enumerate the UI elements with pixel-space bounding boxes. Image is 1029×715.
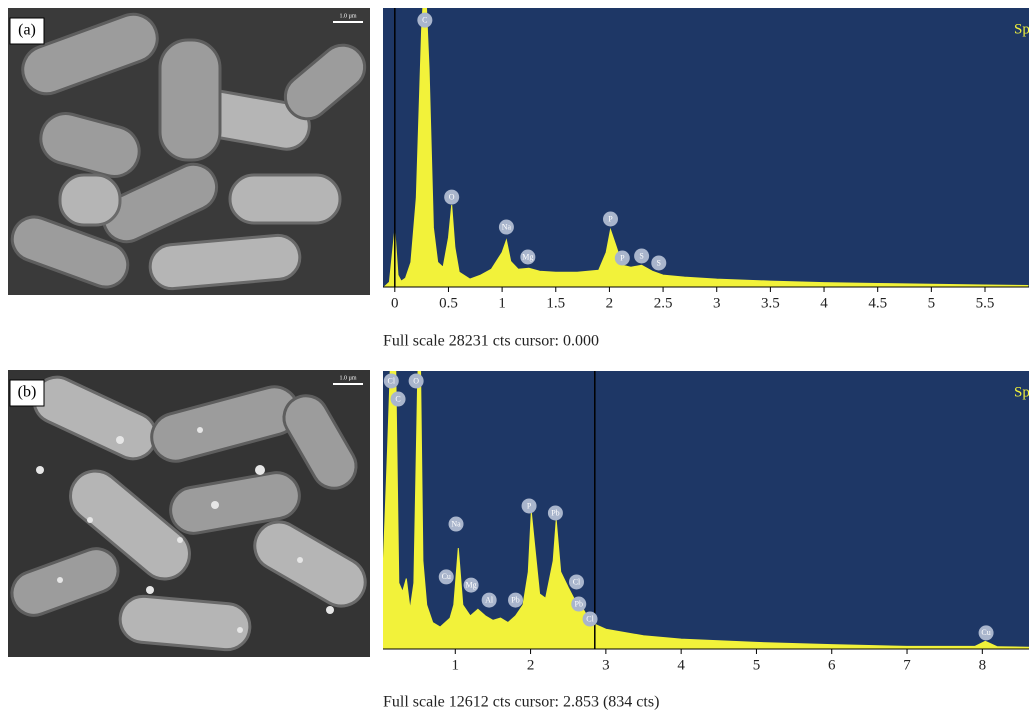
spectrum	[383, 8, 1029, 287]
x-tick-label: 4	[677, 657, 685, 673]
peak-marker	[571, 596, 587, 612]
peak-label: P	[608, 214, 613, 223]
x-tick-label: 1	[452, 657, 460, 673]
spectrum	[383, 371, 1029, 649]
peak-label: Pb	[551, 508, 559, 517]
peak-label: Na	[502, 222, 512, 231]
peak-label: P	[527, 501, 532, 510]
peak-marker	[568, 574, 584, 590]
plot-background	[383, 371, 1029, 649]
spectrum-title: Sp	[1014, 384, 1029, 400]
peak-label: Mg	[466, 580, 477, 589]
panel-label: (a)	[18, 22, 36, 39]
peak-label: O	[449, 192, 455, 201]
x-tick-label: 4.5	[868, 295, 887, 311]
peak-marker	[390, 391, 406, 407]
caption: Full scale 28231 cts cursor: 0.000	[383, 333, 599, 350]
peak-marker	[448, 516, 464, 532]
x-tick-label: 8	[979, 657, 987, 673]
x-tick-label: 2	[527, 657, 535, 673]
peak-label: S	[657, 258, 661, 267]
x-tick-label: 3.5	[761, 295, 780, 311]
peak-label: Na	[451, 519, 461, 528]
peak-marker	[481, 592, 497, 608]
peak-marker	[408, 373, 424, 389]
sem-image	[8, 370, 370, 657]
x-tick-label: 1.5	[546, 295, 565, 311]
plot-area: C O Na Mg P P S S Sp	[383, 8, 1029, 287]
sem-image	[8, 8, 370, 295]
peak-label: Pb	[575, 599, 583, 608]
x-tick-label: 6	[828, 657, 836, 673]
peak-marker	[383, 373, 399, 389]
peak-label: Cl	[586, 614, 594, 623]
peak-label: Cl	[388, 376, 396, 385]
x-tick-label: 3	[602, 657, 610, 673]
plot-background	[383, 8, 1029, 287]
scale-bar-label: 1.0 µm	[339, 375, 356, 381]
peak-label: Pb	[511, 595, 519, 604]
peak-label: O	[413, 376, 419, 385]
peak-marker	[634, 248, 650, 264]
x-tick-label: 5	[753, 657, 761, 673]
peak-label: C	[395, 394, 400, 403]
x-tick-label: 3	[713, 295, 721, 311]
peak-marker	[417, 12, 433, 28]
x-tick-label: 0	[391, 295, 399, 311]
x-tick-label: 0.5	[439, 295, 458, 311]
peak-label: P	[620, 253, 625, 262]
scale-bar-label: 1.0 µm	[339, 13, 356, 19]
x-tick-label: 4	[820, 295, 828, 311]
peak-label: Cl	[573, 577, 581, 586]
peak-label: C	[422, 15, 427, 24]
x-tick-label: 1	[498, 295, 506, 311]
peak-marker	[463, 577, 479, 593]
peak-marker	[444, 189, 460, 205]
peak-marker	[978, 625, 994, 641]
x-tick-label: 5.5	[976, 295, 995, 311]
peak-marker	[508, 592, 524, 608]
peak-marker	[602, 211, 618, 227]
peak-marker	[651, 255, 667, 271]
peak-marker	[582, 611, 598, 627]
peak-marker	[521, 498, 537, 514]
peak-marker	[547, 505, 563, 521]
peak-label: S	[639, 251, 643, 260]
peak-marker	[614, 250, 630, 266]
x-tick-label: 2	[606, 295, 614, 311]
spectrum-title: Sp	[1014, 21, 1029, 37]
peak-label: Al	[485, 595, 494, 604]
peak-marker	[438, 569, 454, 585]
x-tick-label: 2.5	[654, 295, 673, 311]
x-tick-label: 7	[903, 657, 911, 673]
peak-marker	[498, 219, 514, 235]
x-tick-label: 5	[928, 295, 936, 311]
peak-label: Cu	[442, 572, 451, 581]
panel-label: (b)	[18, 384, 37, 401]
caption: Full scale 12612 cts cursor: 2.853 (834 …	[383, 694, 659, 710]
peak-marker	[520, 249, 536, 265]
peak-label: Mg	[522, 252, 533, 261]
peak-label: Cu	[981, 628, 990, 637]
